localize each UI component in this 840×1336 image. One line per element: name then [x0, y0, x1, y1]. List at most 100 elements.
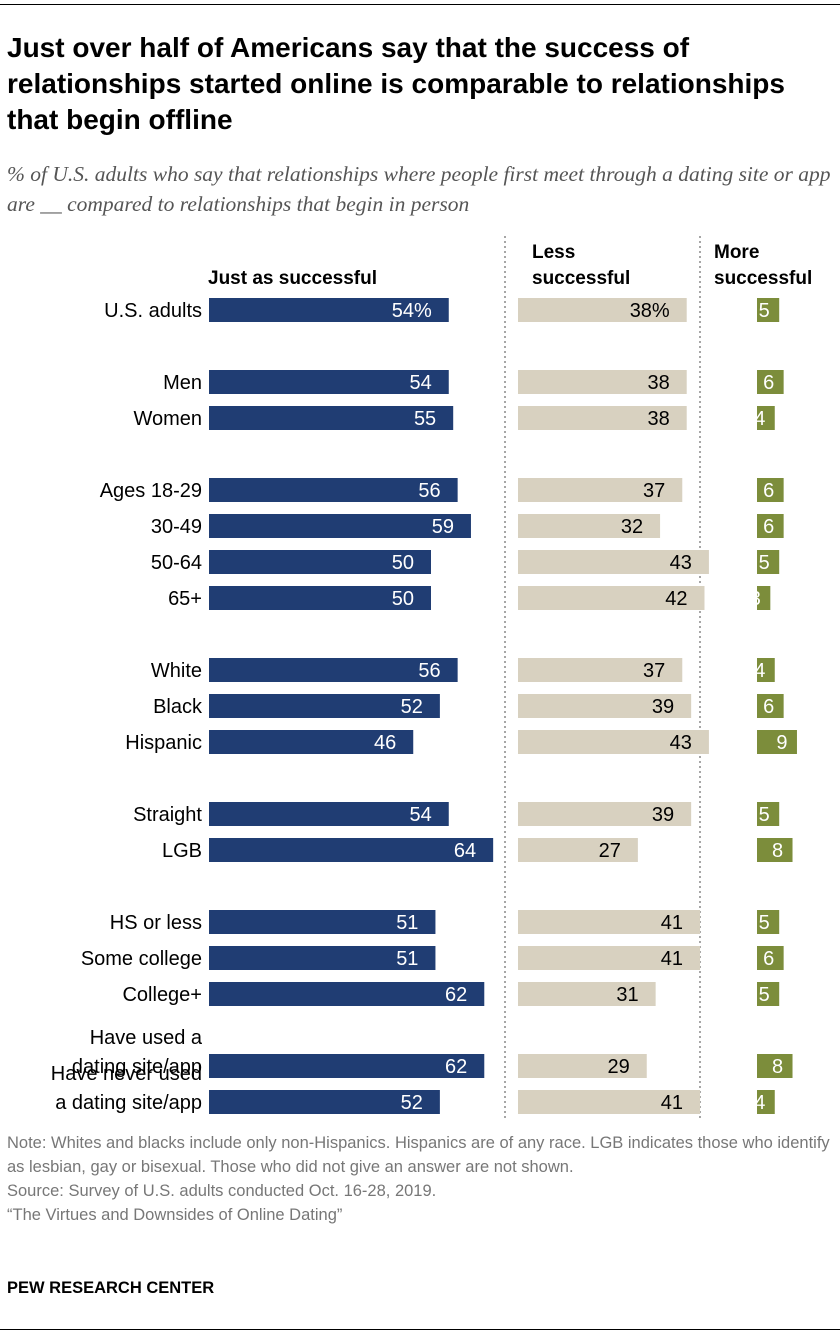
top-rule	[0, 4, 840, 5]
value-more-50-64: 5	[759, 552, 770, 574]
value-less-30-49: 32	[621, 516, 643, 538]
notes-block: Note: Whites and blacks include only non…	[7, 1131, 833, 1227]
bar-less-hs-or-less	[518, 910, 701, 934]
category-label-hs-or-less: HS or less	[110, 912, 202, 934]
value-more-hs-or-less: 5	[759, 912, 770, 934]
bar-just-as-have-used-a-dating-site-app	[209, 1054, 485, 1078]
bar-just-as-white	[209, 658, 458, 682]
value-less-college: 31	[616, 984, 638, 1006]
value-less-some-college: 41	[661, 948, 683, 970]
bar-more-straight	[757, 802, 780, 826]
bar-less-men	[518, 370, 687, 394]
bar-more-50-64	[757, 550, 780, 574]
bar-just-as-30-49	[209, 514, 471, 538]
header-less-line1: Less	[532, 242, 576, 263]
bar-more-hispanic	[757, 730, 797, 754]
value-less-lgb: 27	[599, 840, 621, 862]
category-label-some-college: Some college	[81, 948, 202, 970]
bar-less-30-49	[518, 514, 661, 538]
chart-subtitle: % of U.S. adults who say that relationsh…	[7, 162, 831, 216]
bar-less-straight	[518, 802, 692, 826]
value-more-white: 4	[754, 660, 765, 682]
bar-just-as-have-never-used-a-dating-site-app	[209, 1090, 440, 1114]
value-less-hs-or-less: 41	[661, 912, 683, 934]
bar-just-as-women	[209, 406, 454, 430]
bar-just-as-65	[209, 586, 431, 610]
value-just-as-men: 54	[410, 372, 432, 394]
header-more-line1: More	[714, 242, 760, 263]
value-just-as-50-64: 50	[392, 552, 414, 574]
value-less-hispanic: 43	[670, 732, 692, 754]
category-label-have-used-a-dating-site-app-line1: Have used a	[90, 1027, 203, 1049]
bar-more-u-s-adults	[757, 298, 780, 322]
bar-more-black	[757, 694, 784, 718]
value-just-as-black: 52	[401, 696, 423, 718]
chart-title: Just over half of Americans say that the…	[7, 32, 785, 135]
bar-less-some-college	[518, 946, 701, 970]
value-more-30-49: 6	[763, 516, 774, 538]
bar-less-u-s-adults	[518, 298, 687, 322]
category-label-black: Black	[153, 696, 203, 718]
value-more-some-college: 6	[763, 948, 774, 970]
value-more-college: 5	[759, 984, 770, 1006]
bar-just-as-college	[209, 982, 485, 1006]
value-just-as-65: 50	[392, 588, 414, 610]
value-less-straight: 39	[652, 804, 674, 826]
bar-less-have-used-a-dating-site-app	[518, 1054, 647, 1078]
value-more-have-never-used-a-dating-site-app: 4	[754, 1092, 765, 1114]
bar-less-50-64	[518, 550, 709, 574]
value-less-65: 42	[665, 588, 687, 610]
value-less-black: 39	[652, 696, 674, 718]
category-label-u-s-adults: U.S. adults	[104, 300, 202, 322]
category-label-hispanic: Hispanic	[125, 732, 202, 754]
value-less-have-used-a-dating-site-app: 29	[608, 1056, 630, 1078]
value-less-have-never-used-a-dating-site-app: 41	[661, 1092, 683, 1114]
value-just-as-white: 56	[418, 660, 440, 682]
category-label-college: College+	[122, 984, 202, 1006]
brand-logo-text: PEW RESEARCH CENTER	[7, 1279, 215, 1297]
value-just-as-women: 55	[414, 408, 436, 430]
category-label-women: Women	[133, 408, 202, 430]
bar-less-have-never-used-a-dating-site-app	[518, 1090, 701, 1114]
report-title: “The Virtues and Downsides of Online Dat…	[7, 1206, 343, 1224]
value-just-as-college: 62	[445, 984, 467, 1006]
header-less-successful: Less successful	[532, 240, 682, 292]
header-less-line2: successful	[532, 268, 631, 289]
value-just-as-30-49: 59	[432, 516, 454, 538]
value-more-women: 4	[754, 408, 765, 430]
bottom-rule	[0, 1329, 840, 1330]
value-less-u-s-adults: 38%	[630, 300, 670, 322]
category-label-have-never-used-a-dating-site-app-line2: a dating site/app	[55, 1092, 202, 1114]
header-just-as-successful: Just as successful	[208, 266, 377, 292]
category-label-lgb: LGB	[162, 840, 202, 862]
value-just-as-ages-18-29: 56	[418, 480, 440, 502]
value-more-lgb: 8	[772, 840, 783, 862]
value-less-women: 38	[647, 408, 669, 430]
bar-less-black	[518, 694, 692, 718]
bar-less-65	[518, 586, 705, 610]
header-more-line2: successful	[714, 268, 813, 289]
bar-more-some-college	[757, 946, 784, 970]
note-text: Note: Whites and blacks include only non…	[7, 1134, 830, 1176]
bar-more-have-used-a-dating-site-app	[757, 1054, 793, 1078]
bar-less-hispanic	[518, 730, 709, 754]
value-less-white: 37	[643, 660, 665, 682]
value-more-black: 6	[763, 696, 774, 718]
bar-more-ages-18-29	[757, 478, 784, 502]
bar-more-65	[757, 586, 771, 610]
value-more-u-s-adults: 5	[759, 300, 770, 322]
value-just-as-have-used-a-dating-site-app: 62	[445, 1056, 467, 1078]
value-less-50-64: 43	[670, 552, 692, 574]
bar-just-as-lgb	[209, 838, 494, 862]
value-just-as-have-never-used-a-dating-site-app: 52	[401, 1092, 423, 1114]
value-just-as-hs-or-less: 51	[396, 912, 418, 934]
bar-just-as-ages-18-29	[209, 478, 458, 502]
value-more-have-used-a-dating-site-app: 8	[772, 1056, 783, 1078]
value-just-as-some-college: 51	[396, 948, 418, 970]
bar-more-college	[757, 982, 780, 1006]
bar-just-as-hispanic	[209, 730, 414, 754]
category-label-have-used-a-dating-site-app-line2: dating site/app	[72, 1056, 202, 1078]
bar-just-as-50-64	[209, 550, 431, 574]
bar-just-as-some-college	[209, 946, 436, 970]
